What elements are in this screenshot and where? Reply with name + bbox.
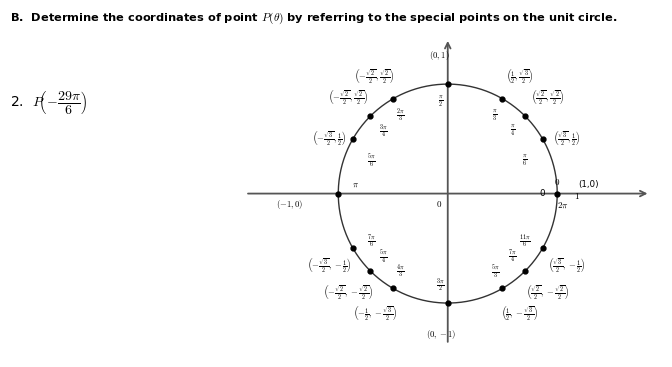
Text: $\left(\frac{\sqrt{3}}{2},-\frac{1}{2}\right)$: $\left(\frac{\sqrt{3}}{2},-\frac{1}{2}\r…: [548, 256, 585, 274]
Text: $\frac{\pi}{2}$: $\frac{\pi}{2}$: [438, 94, 444, 109]
Text: $\frac{4\pi}{3}$: $\frac{4\pi}{3}$: [396, 263, 405, 280]
Text: $\frac{7\pi}{4}$: $\frac{7\pi}{4}$: [509, 248, 517, 265]
Text: (1,0): (1,0): [579, 180, 599, 189]
Text: $(0,1)$: $(0,1)$: [429, 49, 450, 62]
Text: $\left(\frac{\sqrt{2}}{2},-\frac{\sqrt{2}}{2}\right)$: $\left(\frac{\sqrt{2}}{2},-\frac{\sqrt{2…: [526, 283, 569, 301]
Text: 2.  $P\!\left(-\dfrac{29\pi}{6}\right)$: 2. $P\!\left(-\dfrac{29\pi}{6}\right)$: [10, 89, 87, 116]
Text: $0$: $0$: [436, 199, 442, 209]
Text: $\frac{5\pi}{4}$: $\frac{5\pi}{4}$: [378, 248, 387, 265]
Text: $\left(\frac{1}{2},\frac{\sqrt{3}}{2}\right)$: $\left(\frac{1}{2},\frac{\sqrt{3}}{2}\ri…: [506, 67, 534, 85]
Text: $\frac{11\pi}{6}$: $\frac{11\pi}{6}$: [519, 233, 530, 250]
Text: $(0,-1)$: $(0,-1)$: [426, 328, 456, 341]
Text: $\frac{5\pi}{3}$: $\frac{5\pi}{3}$: [491, 263, 499, 280]
Text: $\frac{\pi}{6}$: $\frac{\pi}{6}$: [521, 153, 528, 168]
Text: $\frac{3\pi}{4}$: $\frac{3\pi}{4}$: [378, 122, 387, 139]
Text: $\left(\frac{1}{2},-\frac{\sqrt{3}}{2}\right)$: $\left(\frac{1}{2},-\frac{\sqrt{3}}{2}\r…: [501, 304, 539, 323]
Text: $\left(-\frac{\sqrt{2}}{2},\frac{\sqrt{2}}{2}\right)$: $\left(-\frac{\sqrt{2}}{2},\frac{\sqrt{2…: [354, 67, 394, 85]
Text: $\left(-\frac{\sqrt{3}}{2},\frac{1}{2}\right)$: $\left(-\frac{\sqrt{3}}{2},\frac{1}{2}\r…: [312, 129, 346, 147]
Text: $\left(\frac{\sqrt{2}}{2},\frac{\sqrt{2}}{2}\right)$: $\left(\frac{\sqrt{2}}{2},\frac{\sqrt{2}…: [530, 88, 564, 106]
Text: $\frac{5\pi}{6}$: $\frac{5\pi}{6}$: [367, 152, 375, 169]
Text: $\pi$: $\pi$: [352, 180, 360, 189]
Text: $\left(\frac{\sqrt{3}}{2},\frac{1}{2}\right)$: $\left(\frac{\sqrt{3}}{2},\frac{1}{2}\ri…: [552, 129, 581, 147]
Text: $\left(-\frac{\sqrt{2}}{2},-\frac{\sqrt{2}}{2}\right)$: $\left(-\frac{\sqrt{2}}{2},-\frac{\sqrt{…: [323, 283, 374, 301]
Text: $\frac{\pi}{3}$: $\frac{\pi}{3}$: [492, 109, 497, 123]
Text: $\left(-\frac{1}{2},-\frac{\sqrt{3}}{2}\right)$: $\left(-\frac{1}{2},-\frac{\sqrt{3}}{2}\…: [353, 304, 398, 323]
Text: $\frac{2\pi}{3}$: $\frac{2\pi}{3}$: [396, 107, 405, 124]
Text: $2\pi$: $2\pi$: [557, 200, 569, 210]
Text: B.  Determine the coordinates of point $P(\theta)$ by referring to the special p: B. Determine the coordinates of point $P…: [10, 11, 618, 26]
Text: $\frac{3\pi}{2}$: $\frac{3\pi}{2}$: [436, 277, 444, 294]
Text: $(-1,0)$: $(-1,0)$: [276, 198, 304, 211]
Text: $\frac{\pi}{4}$: $\frac{\pi}{4}$: [510, 124, 515, 138]
Text: $\left(-\frac{\sqrt{2}}{2},\frac{\sqrt{2}}{2}\right)$: $\left(-\frac{\sqrt{2}}{2},\frac{\sqrt{2…: [328, 88, 368, 106]
Text: $0$: $0$: [554, 177, 560, 187]
Text: 0: 0: [539, 189, 545, 198]
Text: $1$: $1$: [574, 191, 579, 201]
Text: $\left(-\frac{\sqrt{3}}{2},-\frac{1}{2}\right)$: $\left(-\frac{\sqrt{3}}{2},-\frac{1}{2}\…: [307, 256, 351, 274]
Text: $\frac{7\pi}{6}$: $\frac{7\pi}{6}$: [367, 233, 375, 250]
